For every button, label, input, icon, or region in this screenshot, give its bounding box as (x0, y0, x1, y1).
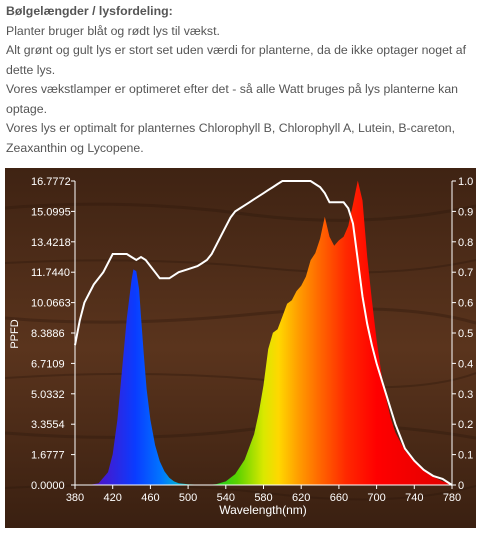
x-tick-label: 780 (443, 492, 461, 504)
x-tick-label: 660 (330, 492, 348, 504)
y-tick-label: 10.0663 (31, 298, 71, 310)
y-tick-label: 13.4218 (31, 237, 71, 249)
spectrum-area-1 (89, 269, 207, 485)
y2-tick-label: 0 (458, 480, 464, 492)
x-tick-label: 420 (104, 492, 122, 504)
y-tick-label: 15.0995 (31, 206, 71, 218)
spectrum-chart: 0.0000 1.6777 3.3554 5.0332 6.7109 8.3886 10.0… (4, 168, 477, 528)
article-paragraph-4: Vores lys er optimalt for planternes Chl… (6, 121, 456, 155)
x-tick-label: 740 (405, 492, 423, 504)
spectrum-area-2 (206, 180, 452, 485)
y-tick-label: 3.3554 (31, 419, 65, 431)
y-tick-label: 5.0332 (31, 389, 65, 401)
y2-tick-label: 0.6 (458, 298, 473, 310)
article-paragraph-3: Vores vækstlamper er optimeret efter det… (6, 82, 459, 116)
y-tick-label: 8.3886 (31, 328, 65, 340)
x-tick-label: 620 (292, 492, 310, 504)
y2-tick-label: 1.0 (458, 176, 473, 188)
article-text: Bølgelængder / lysfordeling: Planter bru… (6, 2, 476, 158)
article-heading: Bølgelængder / lysfordeling: (6, 4, 173, 18)
y2-tick-label: 0.3 (458, 389, 473, 401)
x-tick-label: 540 (217, 492, 235, 504)
x-tick-label: 380 (66, 492, 84, 504)
spectrum-chart-svg: 0.0000 1.6777 3.3554 5.0332 6.7109 8.3886 10.0… (4, 168, 477, 528)
y2-tick-label: 0.4 (458, 358, 473, 370)
absorption-line (74, 180, 453, 486)
article-paragraph-1: Planter bruger blåt og rødt lys til væks… (6, 23, 220, 38)
article-paragraph-2: Alt grønt og gult lys er stort set uden … (6, 43, 467, 77)
y2-tick-label: 0.5 (458, 328, 473, 340)
y2-tick-label: 0.2 (458, 419, 473, 431)
y2-tick-label: 0.7 (458, 267, 473, 279)
y-tick-label: 1.6777 (31, 450, 65, 462)
x-tick-label: 700 (367, 492, 385, 504)
x-tick-label: 580 (254, 492, 272, 504)
y2-tick-label: 0.1 (458, 450, 473, 462)
wood-grain (4, 202, 477, 501)
x-tick-label: 460 (141, 492, 159, 504)
y-axis-title: PPFD (9, 319, 21, 348)
y-tick-label: 11.7440 (31, 267, 70, 279)
y2-tick-label: 0.9 (458, 206, 473, 218)
y-tick-label: 16.7772 (31, 176, 71, 188)
x-tick-label: 500 (179, 492, 197, 504)
x-axis-title: Wavelength(nm) (219, 503, 307, 517)
y-tick-label: 6.7109 (31, 358, 65, 370)
y2-tick-label: 0.8 (458, 237, 473, 249)
y-tick-label: 0.0000 (31, 480, 65, 492)
